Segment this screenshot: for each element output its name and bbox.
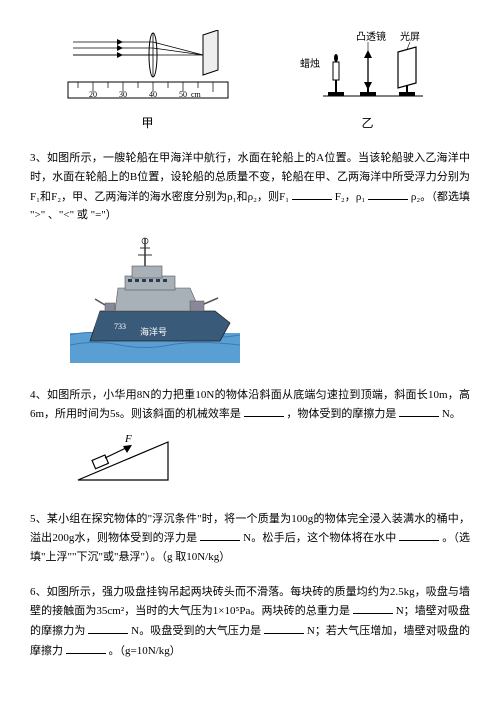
q6-blank-1 [353, 601, 393, 614]
lens-ruler-svg: 20 30 40 50 cm [63, 30, 233, 110]
ship-hull-text: 海洋号 [140, 326, 167, 337]
screen-label: 光屏 [400, 30, 420, 43]
force-label: F [124, 433, 132, 445]
convex-label: 凸透镜 [356, 30, 386, 43]
figure-yi: 凸透镜 光屏 蜡烛 乙 [298, 30, 438, 133]
q6-blank-3 [264, 621, 304, 634]
candle-lens-screen-svg: 凸透镜 光屏 蜡烛 [298, 30, 438, 110]
candle-label: 蜡烛 [300, 57, 320, 70]
q6-end: 。（g=10N/kg） [109, 645, 181, 657]
label-yi: 乙 [298, 114, 438, 133]
question-5: 5、某小组在探究物体的"浮沉条件"时，将一个质量为100g的物体完全浸入装满水的… [30, 510, 470, 567]
q4-blank-2 [399, 404, 439, 417]
incline-image: F [70, 432, 470, 494]
q6-blank-4 [66, 641, 106, 654]
q4-blank-1 [244, 404, 284, 417]
tick-unit: cm [191, 90, 202, 99]
tick-40: 40 [149, 90, 157, 99]
label-jia: 甲 [63, 114, 233, 133]
tick-20: 20 [89, 90, 97, 99]
q5-blank-1 [200, 528, 240, 541]
svg-text:733: 733 [114, 322, 126, 331]
q4-end: N。 [442, 408, 461, 420]
q6-mid2: N。吸盘受到的大气压力是 [131, 625, 261, 637]
q3-blank-2 [368, 187, 408, 200]
ship-svg: 海洋号 733 [70, 233, 240, 363]
ship-image: 海洋号 733 [70, 233, 470, 370]
question-6: 6、如图所示，强力吸盘挂钩吊起两块砖头而不滑落。每块砖的质量均约为2.5kg，吸… [30, 583, 470, 661]
figure-row-top: 20 30 40 50 cm 甲 凸透镜 光屏 蜡烛 [30, 30, 470, 133]
q5-blank-2 [399, 528, 439, 541]
figure-jia: 20 30 40 50 cm 甲 [63, 30, 233, 133]
q3-mid1: F₂，ρ₁ [335, 191, 365, 203]
q3-blank-1 [292, 187, 332, 200]
question-3: 3、如图所示，一艘轮船在甲海洋中航行，水面在轮船上的A位置。当该轮船驶入乙海洋中… [30, 149, 470, 225]
q6-blank-2 [88, 621, 128, 634]
question-4: 4、如图所示，小华用8N的力把重10N的物体沿斜面从底端匀速拉到顶端，斜面长10… [30, 386, 470, 424]
q5-mid: N。松手后，这个物体将在水中 [243, 532, 396, 544]
incline-svg: F [70, 432, 180, 487]
tick-30: 30 [119, 90, 127, 99]
tick-50: 50 [179, 90, 187, 99]
q4-mid: ，物体受到的摩擦力是 [286, 408, 396, 420]
